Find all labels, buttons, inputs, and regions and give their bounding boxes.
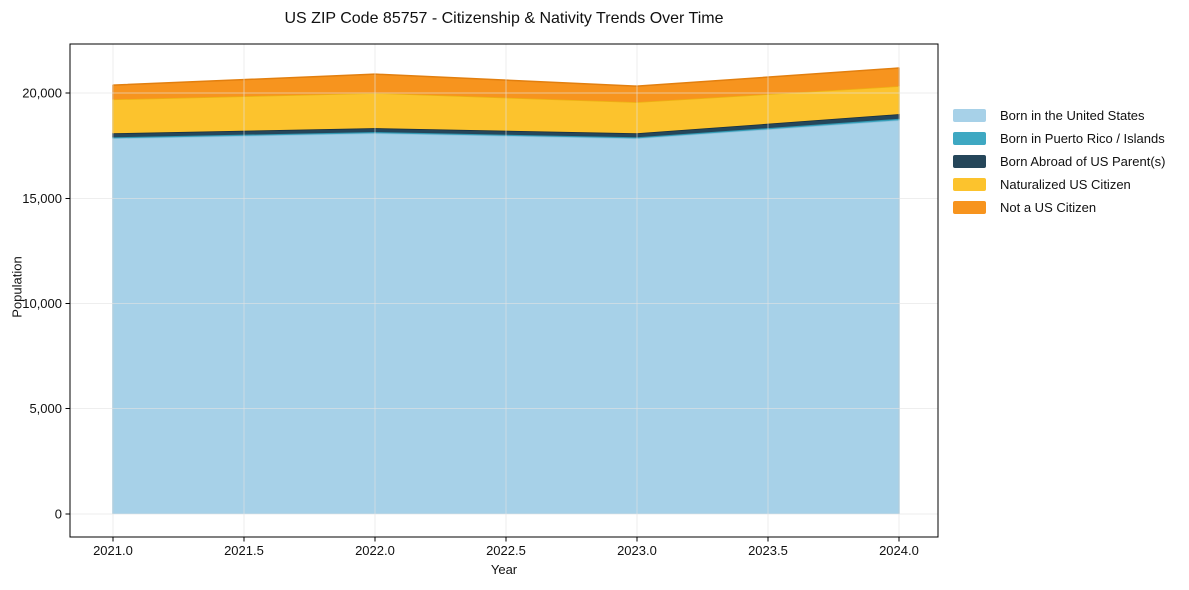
legend-swatch [953, 178, 986, 191]
y-tick-label: 10,000 [22, 296, 62, 311]
legend-label: Born Abroad of US Parent(s) [1000, 154, 1166, 169]
legend-swatch [953, 132, 986, 145]
legend-label: Born in Puerto Rico / Islands [1000, 131, 1165, 146]
x-tick-label: 2023.5 [748, 543, 788, 558]
x-tick-label: 2022.0 [355, 543, 395, 558]
y-tick-label: 20,000 [22, 86, 62, 101]
x-tick-label: 2023.0 [617, 543, 657, 558]
legend-item-0: Born in the United States [953, 104, 1165, 127]
legend-item-4: Not a US Citizen [953, 196, 1165, 219]
x-tick-label: 2022.5 [486, 543, 526, 558]
gridlines [70, 44, 938, 537]
legend: Born in the United States Born in Puerto … [953, 104, 1165, 219]
legend-label: Born in the United States [1000, 108, 1145, 123]
x-tick-label: 2021.5 [224, 543, 264, 558]
x-tick-label: 2024.0 [879, 543, 919, 558]
y-tick-label: 0 [55, 506, 62, 521]
legend-label: Naturalized US Citizen [1000, 177, 1131, 192]
chart-title: US ZIP Code 85757 - Citizenship & Nativi… [284, 10, 724, 27]
x-axis-label: Year [490, 562, 518, 577]
y-tick-label: 5,000 [29, 401, 62, 416]
legend-swatch [953, 201, 986, 214]
area-series-2 [112, 114, 899, 138]
legend-swatch [953, 109, 986, 122]
legend-item-3: Naturalized US Citizen [953, 173, 1165, 196]
plot-border [69, 43, 939, 538]
legend-label: Not a US Citizen [1000, 200, 1097, 215]
legend-item-1: Born in Puerto Rico / Islands [953, 127, 1165, 150]
axis-ticks [65, 92, 900, 542]
tick-labels: 2021.0 2021.5 2022.0 2022.5 2023.0 2023.5 2024… [22, 86, 919, 558]
x-tick-label: 2021.0 [93, 543, 133, 558]
legend-swatch [953, 155, 986, 168]
y-tick-label: 15,000 [22, 191, 62, 206]
y-axis-label: Population [9, 256, 25, 318]
legend-item-2: Born Abroad of US Parent(s) [953, 150, 1165, 173]
